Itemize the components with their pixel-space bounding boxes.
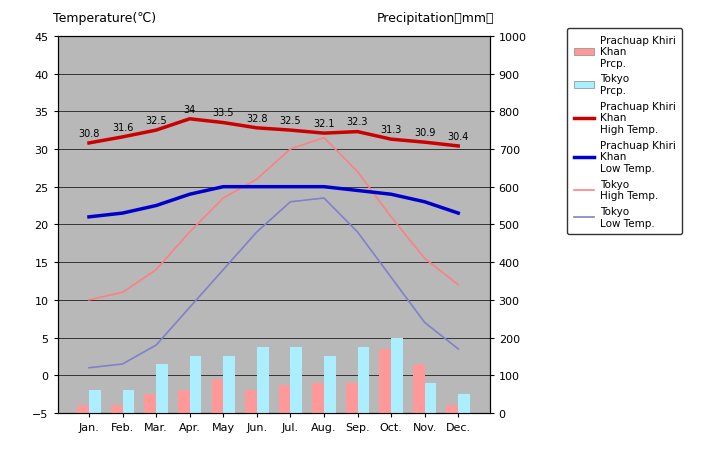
Text: 32.3: 32.3 xyxy=(347,117,368,127)
Text: 30.4: 30.4 xyxy=(448,131,469,141)
Bar xyxy=(212,379,223,413)
Bar xyxy=(290,347,302,413)
Text: 33.5: 33.5 xyxy=(212,108,234,118)
Text: 32.5: 32.5 xyxy=(279,116,301,126)
Legend: Prachuap Khiri
Khan
Prcp., Tokyo
Prcp., Prachuap Khiri
Khan
High Temp., Prachuap: Prachuap Khiri Khan Prcp., Tokyo Prcp., … xyxy=(567,29,682,234)
Bar xyxy=(391,338,402,413)
Bar xyxy=(425,383,436,413)
Text: Precipitation（mm）: Precipitation（mm） xyxy=(377,12,494,25)
Bar xyxy=(178,391,189,413)
Bar xyxy=(379,349,391,413)
Bar xyxy=(122,391,135,413)
Text: Temperature(℃): Temperature(℃) xyxy=(53,12,156,25)
Bar xyxy=(145,394,156,413)
Bar xyxy=(358,347,369,413)
Text: 30.8: 30.8 xyxy=(78,129,99,138)
Text: 32.8: 32.8 xyxy=(246,113,268,123)
Bar xyxy=(245,391,257,413)
Bar xyxy=(413,364,425,413)
Text: 31.3: 31.3 xyxy=(380,124,402,134)
Bar xyxy=(156,364,168,413)
Text: 34: 34 xyxy=(184,104,196,114)
Bar xyxy=(111,406,122,413)
Text: 30.9: 30.9 xyxy=(414,128,436,138)
Bar xyxy=(346,383,358,413)
Bar xyxy=(223,357,235,413)
Bar xyxy=(77,406,89,413)
Bar xyxy=(446,406,458,413)
Text: 32.5: 32.5 xyxy=(145,116,167,126)
Text: 31.6: 31.6 xyxy=(112,123,133,132)
Text: 32.1: 32.1 xyxy=(313,118,335,129)
Bar xyxy=(458,394,470,413)
Bar xyxy=(312,383,324,413)
Bar xyxy=(279,385,290,413)
Bar xyxy=(189,357,202,413)
Bar xyxy=(257,347,269,413)
Bar xyxy=(89,391,101,413)
Bar xyxy=(324,357,336,413)
